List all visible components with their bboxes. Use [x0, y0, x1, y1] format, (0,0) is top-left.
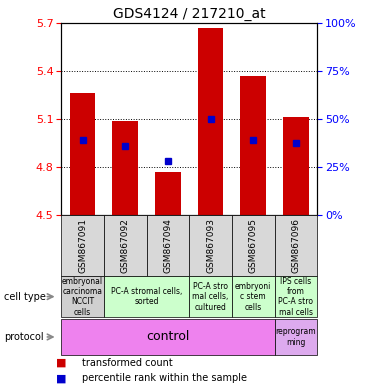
Text: PC-A stromal cells,
sorted: PC-A stromal cells, sorted: [111, 287, 182, 306]
Text: GSM867096: GSM867096: [291, 218, 301, 273]
Text: GSM867091: GSM867091: [78, 218, 87, 273]
Bar: [232, 215, 275, 276]
Text: GSM867092: GSM867092: [121, 218, 130, 273]
Text: reprogram
ming: reprogram ming: [276, 327, 316, 347]
Bar: [189, 276, 232, 317]
Bar: [104, 215, 147, 276]
Text: control: control: [146, 331, 190, 343]
Bar: [198, 28, 223, 215]
Bar: [70, 93, 95, 215]
Text: protocol: protocol: [4, 332, 43, 342]
Bar: [61, 276, 104, 317]
Text: IPS cells
from
PC-A stro
mal cells: IPS cells from PC-A stro mal cells: [278, 276, 313, 317]
Text: percentile rank within the sample: percentile rank within the sample: [82, 373, 247, 383]
Bar: [61, 319, 275, 355]
Bar: [232, 276, 275, 317]
Bar: [189, 215, 232, 276]
Bar: [155, 172, 181, 215]
Text: transformed count: transformed count: [82, 358, 173, 368]
Bar: [283, 118, 309, 215]
Bar: [112, 121, 138, 215]
Title: GDS4124 / 217210_at: GDS4124 / 217210_at: [113, 7, 266, 21]
Bar: [275, 215, 317, 276]
Text: ■: ■: [56, 373, 66, 383]
Bar: [275, 319, 317, 355]
Bar: [275, 276, 317, 317]
Bar: [147, 215, 189, 276]
Text: embryoni
c stem
cells: embryoni c stem cells: [235, 282, 272, 311]
Text: ■: ■: [56, 358, 66, 368]
Text: PC-A stro
mal cells,
cultured: PC-A stro mal cells, cultured: [192, 282, 229, 311]
Bar: [240, 76, 266, 215]
Bar: [104, 276, 189, 317]
Text: GSM867094: GSM867094: [163, 218, 173, 273]
Text: embryonal
carcinoma
NCCIT
cells: embryonal carcinoma NCCIT cells: [62, 276, 103, 317]
Text: GSM867095: GSM867095: [249, 218, 258, 273]
Text: GSM867093: GSM867093: [206, 218, 215, 273]
Text: cell type: cell type: [4, 291, 46, 302]
Bar: [61, 215, 104, 276]
